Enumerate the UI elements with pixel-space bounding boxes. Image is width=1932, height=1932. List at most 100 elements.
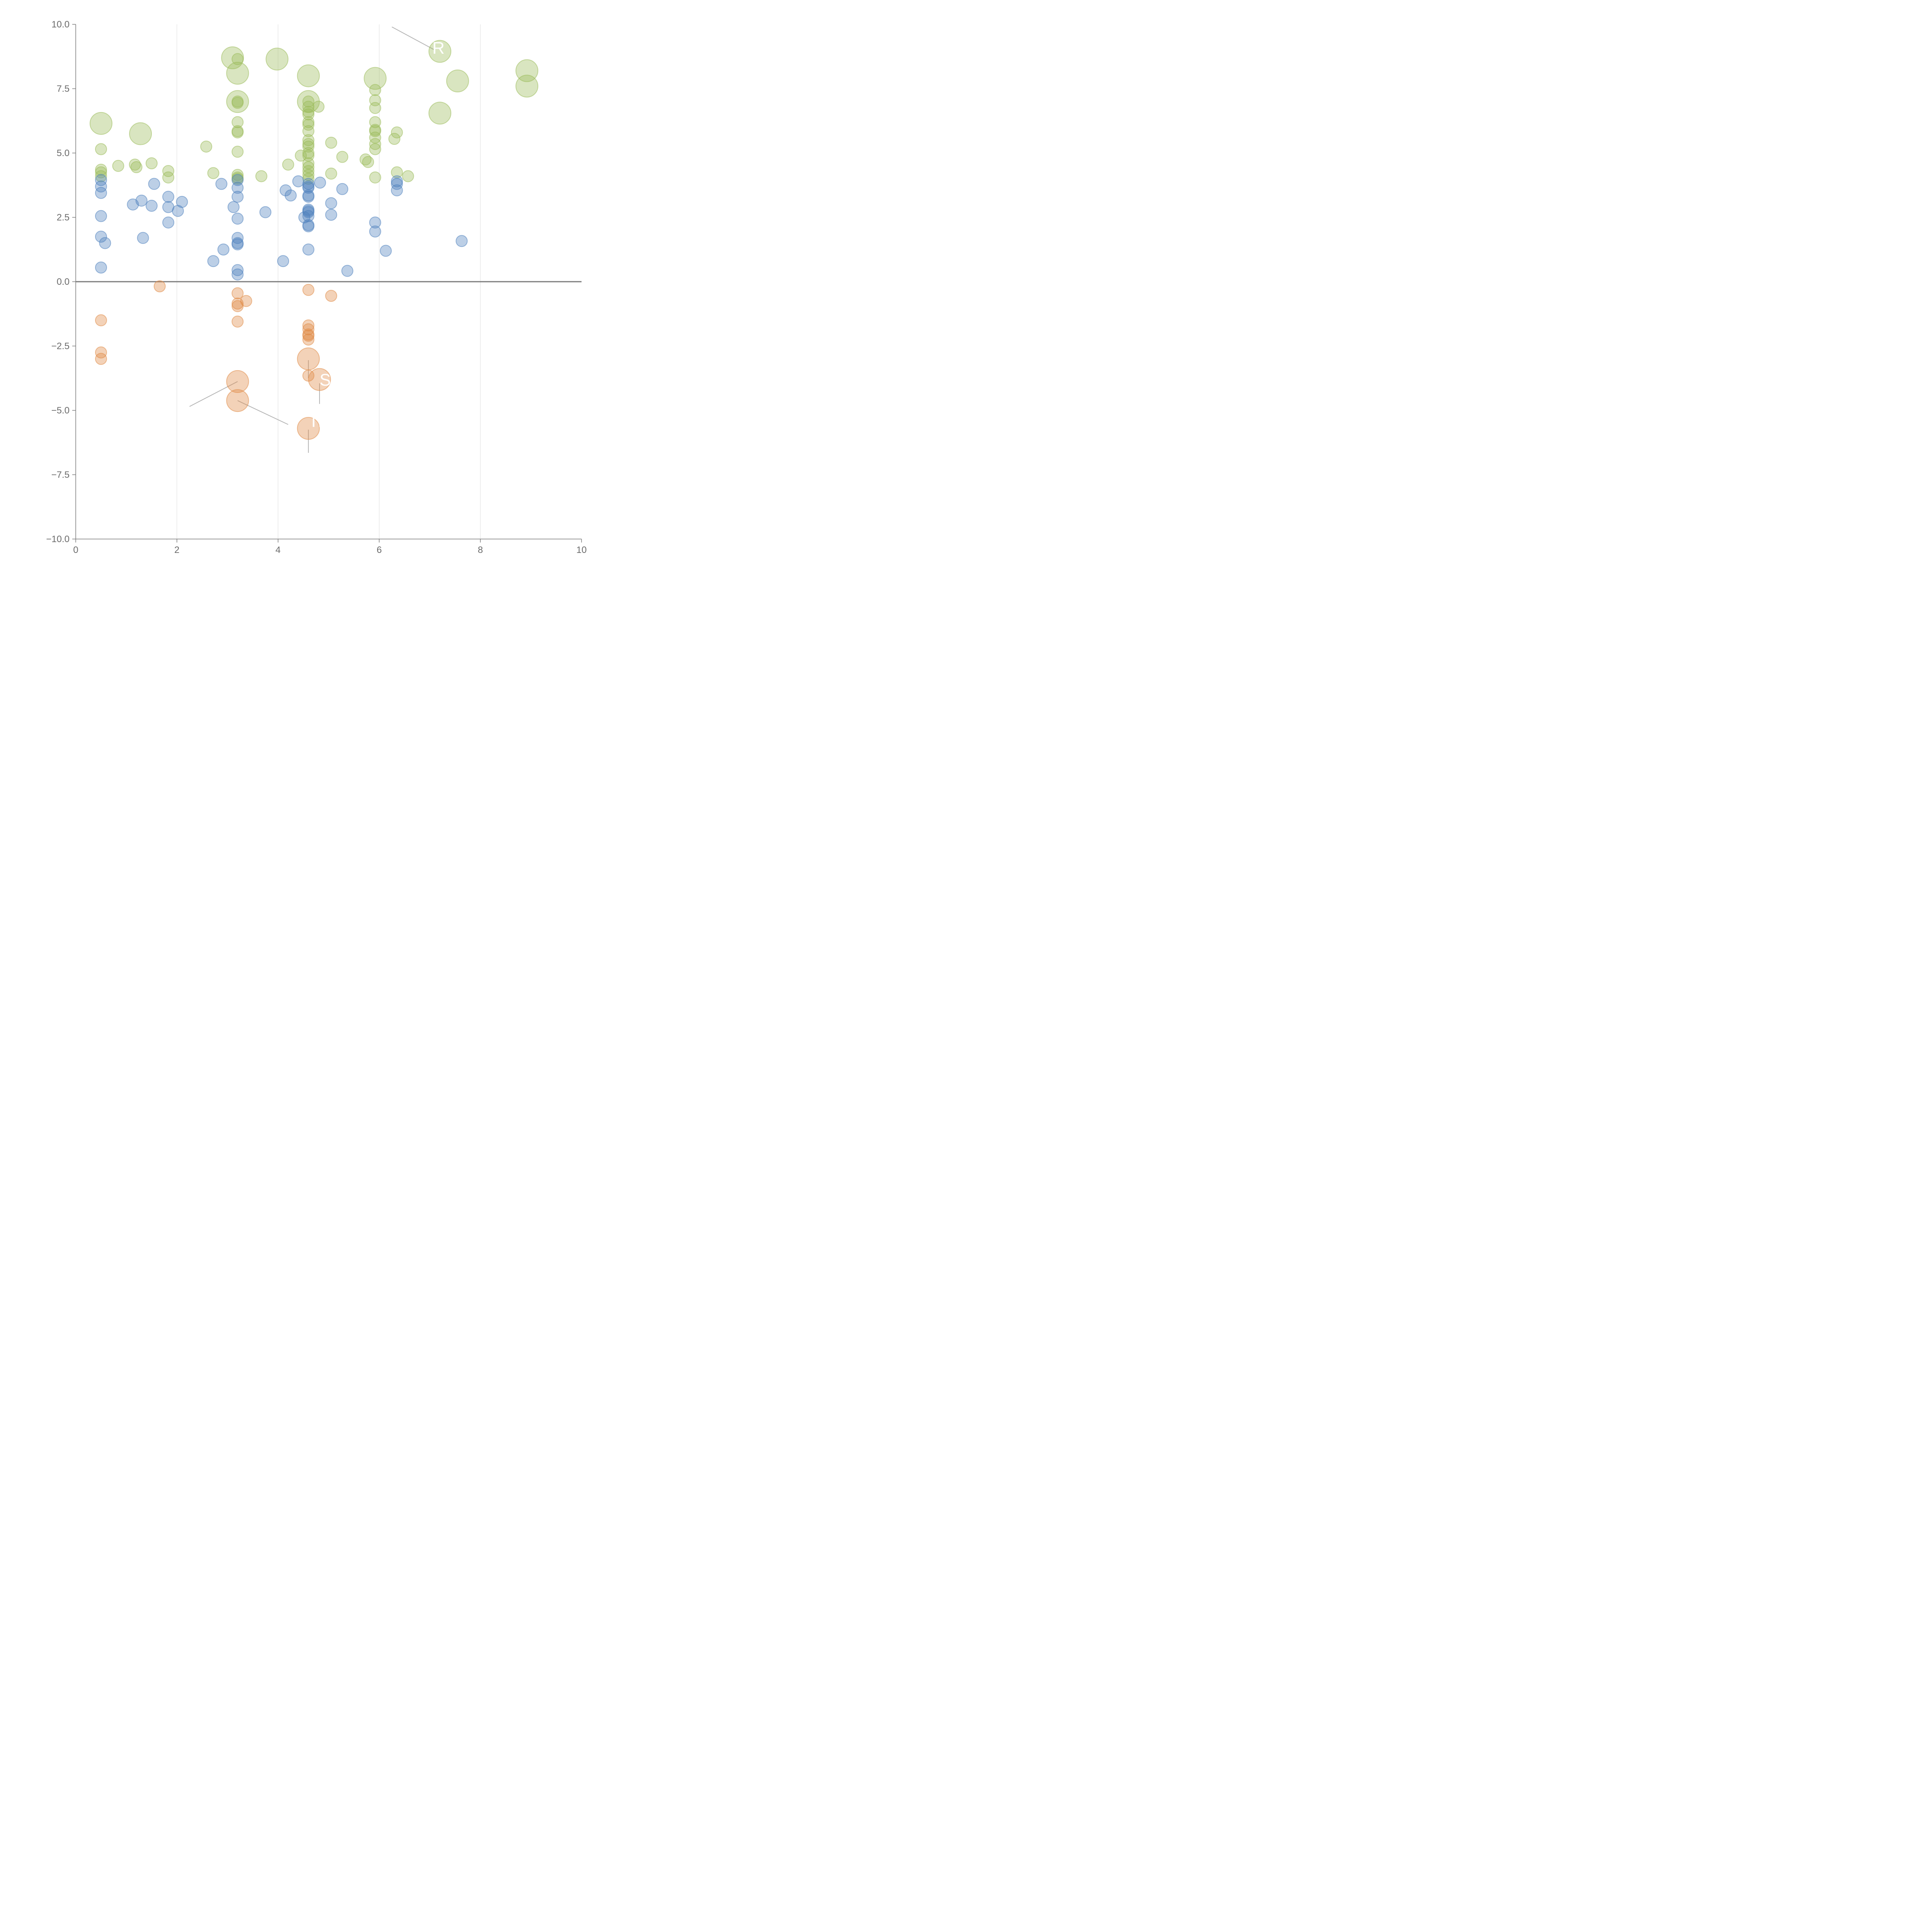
blue-point [369, 216, 381, 229]
green-point [231, 116, 244, 128]
green-point [231, 169, 244, 181]
blue-point [302, 243, 315, 256]
y-tick-label: −7.5 [51, 470, 70, 480]
green-point [302, 134, 315, 146]
blue-point [456, 235, 468, 247]
annotation-label: SO [320, 371, 344, 389]
green-point [231, 97, 244, 109]
blue-point [145, 200, 158, 212]
green-point [207, 167, 219, 179]
blue-point [99, 237, 111, 249]
orange-point [297, 347, 320, 371]
orange-point [95, 346, 107, 359]
blue-point [217, 243, 230, 256]
green-point [130, 161, 143, 173]
blue-point [231, 182, 244, 194]
annotation-leader-line [526, 63, 527, 68]
blue-point [95, 210, 107, 222]
orange-point [302, 330, 315, 342]
blue-point [231, 264, 244, 276]
annotation-leader-line [102, 119, 109, 124]
blue-point [325, 209, 337, 221]
blue-point [176, 196, 188, 208]
y-tick-label: 2.5 [57, 213, 70, 223]
blue-point [231, 190, 244, 203]
annotation-leader-line [222, 57, 230, 58]
green-point [162, 165, 175, 177]
green-point [515, 75, 539, 98]
green-point [369, 84, 381, 96]
green-point [302, 147, 315, 159]
green-point [302, 140, 315, 153]
leader-layer [102, 26, 527, 453]
green-point [312, 100, 325, 113]
green-point [226, 62, 249, 85]
green-point [226, 90, 249, 113]
blue-point [277, 255, 289, 267]
green-point [364, 67, 387, 90]
green-point [89, 112, 112, 135]
blue-point [379, 245, 392, 257]
orange-point [302, 319, 315, 332]
blue-point [391, 178, 403, 190]
annotation-leader-line [238, 96, 248, 101]
green-point [302, 119, 315, 131]
orange-point [302, 284, 315, 296]
scatter-chart: 0 2 4 6 8 10 10.0 7.5 5.0 2.5 0.0 −2.5 −5.0 −7.5 −10.0… [0, 0, 597, 597]
annotation-leader-line [142, 134, 152, 138]
green-point [428, 102, 451, 125]
annotation-leader-line [279, 56, 288, 58]
blue-point [95, 180, 107, 193]
green-point [369, 171, 381, 184]
green-point [391, 126, 403, 139]
orange-point [240, 295, 252, 307]
blue-point [341, 265, 354, 277]
green-point [302, 116, 315, 128]
annotation-leader-line [238, 66, 243, 72]
axis-layer: 0 2 4 6 8 10 10.0 7.5 5.0 2.5 0.0 −2.5 −5.0 −7.5 −10.0 [46, 19, 587, 555]
blue-point [314, 177, 326, 189]
blue-point [207, 255, 219, 267]
green-point [302, 95, 315, 108]
annotation-layer: R SO Tr [308, 39, 444, 431]
green-point [297, 64, 320, 87]
green-point [95, 170, 107, 182]
green-point [402, 170, 414, 182]
annotation-leader-line [391, 26, 435, 51]
green-point [369, 138, 381, 150]
green-point [302, 105, 315, 118]
blue-point [95, 230, 107, 243]
y-tick-label: 5.0 [57, 148, 70, 158]
blue-point [284, 189, 297, 202]
annotation-leader-line [432, 112, 445, 117]
x-tick-label: 0 [73, 545, 78, 555]
green-point [255, 170, 267, 182]
blue-point [135, 194, 148, 207]
orange-point [308, 368, 331, 391]
x-tick-label: 4 [276, 545, 281, 555]
blue-point [391, 175, 403, 187]
green-point [369, 125, 381, 137]
orange-point [325, 290, 337, 302]
blue-point [302, 190, 315, 203]
blue-point [95, 261, 107, 274]
green-point [446, 70, 469, 93]
blue-point [231, 213, 244, 225]
annotation-leader-line [237, 400, 289, 425]
annotation-leader-line [189, 381, 238, 407]
green-point [265, 48, 289, 71]
blue-point [336, 183, 349, 195]
green-point [428, 40, 451, 63]
green-point [145, 157, 158, 170]
blue-point [391, 184, 403, 197]
orange-point [231, 287, 244, 299]
blue-point [302, 220, 315, 233]
orange-point [153, 280, 166, 293]
green-point [336, 151, 349, 163]
green-point [129, 122, 152, 145]
green-point [388, 133, 401, 145]
blue-point [279, 184, 292, 197]
green-point [231, 126, 244, 139]
point-layer [89, 40, 539, 440]
green-point [362, 156, 374, 168]
